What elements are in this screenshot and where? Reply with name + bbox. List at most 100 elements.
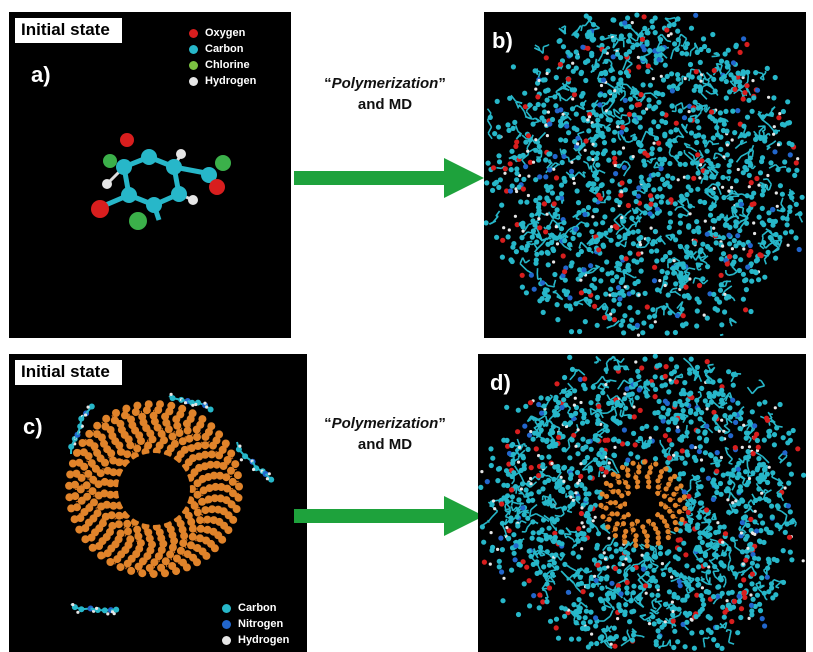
atom xyxy=(536,401,542,408)
atom xyxy=(740,296,746,302)
atom xyxy=(629,637,636,643)
atom xyxy=(757,170,764,176)
atom xyxy=(581,117,587,123)
atom xyxy=(718,577,724,583)
atom xyxy=(721,185,725,189)
atom xyxy=(598,278,604,284)
atom xyxy=(558,529,564,535)
atom xyxy=(779,191,785,197)
atom xyxy=(556,467,562,474)
atom xyxy=(711,552,718,558)
atom xyxy=(534,138,538,142)
atom xyxy=(632,442,638,448)
atom xyxy=(582,536,588,542)
atom xyxy=(675,76,681,82)
atom xyxy=(677,243,684,250)
atom xyxy=(677,471,683,477)
atom xyxy=(729,565,735,571)
atom xyxy=(612,565,618,572)
nanotube-atom xyxy=(145,564,154,572)
atom xyxy=(682,380,688,386)
atom xyxy=(748,602,755,608)
atom xyxy=(554,302,560,308)
atom xyxy=(502,576,506,580)
atom xyxy=(717,287,724,293)
atom xyxy=(665,292,671,298)
atom xyxy=(622,396,628,402)
atom xyxy=(619,254,625,260)
atom xyxy=(722,222,728,228)
atom xyxy=(586,246,592,253)
atom xyxy=(780,579,787,585)
atom xyxy=(611,436,617,442)
atom xyxy=(621,330,627,336)
atom xyxy=(618,192,624,198)
atom xyxy=(647,563,653,569)
atom xyxy=(781,122,787,128)
atom xyxy=(730,536,736,542)
atom xyxy=(563,137,569,144)
atom xyxy=(639,425,645,431)
atom xyxy=(639,365,645,371)
nanotube-atom xyxy=(672,519,678,526)
atom xyxy=(608,635,614,641)
atom xyxy=(530,121,536,127)
atom xyxy=(645,182,651,188)
atom xyxy=(601,315,608,321)
atom xyxy=(577,376,583,382)
nanotube-atom xyxy=(88,487,97,496)
atom xyxy=(751,201,757,207)
atom xyxy=(573,111,579,117)
atom xyxy=(562,178,568,184)
atom xyxy=(767,95,771,99)
atom xyxy=(630,89,636,95)
nanotube-atom xyxy=(672,502,678,508)
atom xyxy=(670,575,674,579)
atom xyxy=(641,320,647,326)
atom xyxy=(684,192,690,198)
atom xyxy=(684,449,690,455)
atom xyxy=(702,450,708,456)
nanotube-atom xyxy=(180,445,189,454)
nanotube-atom xyxy=(620,521,627,527)
atom xyxy=(696,282,703,289)
atom xyxy=(624,557,628,561)
atom xyxy=(757,496,763,502)
nanotube-atom xyxy=(219,462,228,470)
legend-item-carbon: Carbon xyxy=(222,600,289,616)
atom xyxy=(764,417,771,423)
atom xyxy=(721,540,725,544)
atom xyxy=(714,296,720,302)
atom xyxy=(653,554,659,560)
atom xyxy=(662,398,668,404)
nanotube-atom xyxy=(615,488,621,495)
atom xyxy=(530,228,536,234)
atom xyxy=(752,519,758,525)
atom xyxy=(596,462,603,468)
atom xyxy=(517,538,523,544)
nanotube-atom xyxy=(183,426,192,435)
nanotube-atom xyxy=(71,480,79,489)
atom xyxy=(559,159,565,166)
atom xyxy=(583,148,587,152)
nanotube-atom xyxy=(70,515,79,524)
atom xyxy=(509,567,515,573)
atom xyxy=(686,103,693,109)
atom xyxy=(737,49,743,56)
atom xyxy=(581,531,587,537)
atom xyxy=(719,455,723,460)
atom xyxy=(697,59,703,65)
atom xyxy=(645,236,651,242)
atom xyxy=(495,124,501,130)
atom xyxy=(747,419,753,425)
atom xyxy=(587,32,594,38)
atom xyxy=(582,376,588,382)
atom xyxy=(611,317,617,323)
atom xyxy=(595,562,601,568)
atom xyxy=(657,237,663,243)
atom xyxy=(490,165,497,171)
atom xyxy=(599,466,605,472)
atom xyxy=(558,182,565,188)
atom xyxy=(616,604,622,610)
atom xyxy=(738,201,745,207)
